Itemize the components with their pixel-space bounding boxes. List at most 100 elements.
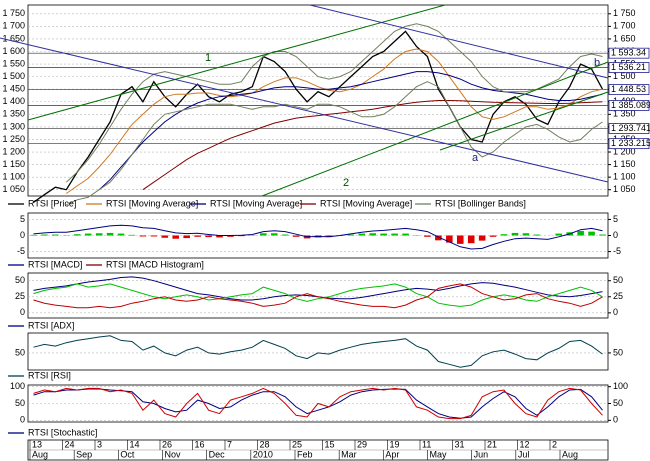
y-tick-label: 1 300: [2, 121, 25, 131]
y-tick-label: 25: [613, 291, 623, 301]
level-box: [608, 123, 650, 134]
histogram-bar: [511, 232, 519, 236]
day-label: 7: [227, 439, 232, 449]
y-tick-label: 1 200: [613, 146, 636, 156]
y-tick-label: 1 400: [2, 96, 25, 106]
series-line: [66, 48, 603, 194]
histogram-bar: [292, 235, 300, 237]
series-line: [66, 81, 603, 206]
day-label: 11: [422, 439, 431, 449]
histogram-bar: [41, 234, 48, 236]
month-label: Dec: [209, 449, 226, 459]
series-line: [33, 387, 603, 420]
histogram-bar: [424, 235, 431, 237]
day-label: 12: [520, 439, 530, 449]
histogram-bar: [194, 235, 201, 237]
day-label: 15: [325, 439, 335, 449]
level-box: [608, 84, 650, 95]
histogram-bar: [161, 235, 169, 238]
annotation: b: [594, 57, 600, 69]
histogram-bar: [216, 235, 223, 238]
y-tick-label: 1 350: [613, 109, 636, 119]
y-tick-label: 5: [613, 214, 618, 224]
y-tick-label: 0: [20, 415, 25, 425]
month-label: Aug: [562, 449, 578, 459]
histogram-bar: [588, 231, 595, 236]
trend-line: [261, 61, 609, 197]
histogram-bar: [478, 235, 486, 241]
y-tick-label: 50: [15, 275, 25, 285]
histogram-bar: [238, 235, 245, 237]
day-label: 19: [390, 439, 400, 449]
histogram-bar: [533, 234, 541, 236]
day-label: 24: [65, 439, 75, 449]
annotation: a: [472, 152, 479, 164]
series-line: [65, 23, 603, 183]
y-tick-label: 1 750: [613, 8, 636, 18]
legend-label: RTSI [RSI]: [28, 370, 71, 380]
month-label: Oct: [120, 449, 135, 459]
y-tick-label: 50: [613, 347, 623, 357]
month-label: Feb: [297, 449, 313, 459]
level-box: [608, 100, 650, 111]
month-label: 2010: [253, 449, 273, 459]
level-label: 1 536.21: [611, 62, 646, 72]
histogram-bar: [30, 234, 37, 236]
day-label: 26: [162, 439, 172, 449]
histogram-bar: [281, 234, 289, 236]
histogram-bar: [260, 233, 267, 236]
histogram-bar: [347, 234, 355, 236]
y-tick-label: 1 650: [613, 33, 636, 43]
histogram-bar: [95, 233, 103, 236]
trend-line: [439, 91, 609, 151]
y-tick-label: 0: [613, 415, 618, 425]
y-tick-label: 1 450: [2, 84, 25, 94]
series-line: [142, 100, 603, 191]
legend-label: RTSI [MACD]: [28, 259, 82, 269]
y-tick-label: 1 100: [613, 172, 636, 182]
y-tick-label: 1 250: [2, 134, 25, 144]
y-tick-label: 50: [613, 275, 623, 285]
y-tick-label: 1 750: [2, 8, 25, 18]
annotation: 2: [343, 177, 349, 189]
month-label: Sep: [76, 449, 92, 459]
y-tick-label: 0: [613, 230, 618, 240]
level-label: 1 385.089: [611, 100, 650, 110]
legend-label: RTSI [Moving Average]: [106, 198, 198, 208]
y-tick-label: 5: [20, 214, 25, 224]
y-tick-label: 1 700: [2, 21, 25, 31]
trend-line: [0, 37, 609, 183]
annotation: 1: [205, 52, 211, 64]
histogram-bar: [84, 233, 92, 236]
month-label: May: [430, 449, 448, 459]
legend-label: RTSI [Price]: [28, 198, 76, 208]
y-tick-label: 1 700: [613, 21, 636, 31]
day-label: 2: [552, 439, 557, 449]
month-label: Mar: [341, 449, 357, 459]
trend-lines: [0, 4, 609, 197]
level-label: 1 448.53: [611, 84, 646, 94]
day-label: 29: [357, 439, 367, 449]
level-label: 1 593.34: [611, 48, 646, 58]
y-tick-label: 0: [20, 230, 25, 240]
histogram-bar: [52, 234, 59, 236]
month-label: Jul: [518, 449, 530, 459]
legend-label: RTSI [MACD Histogram]: [106, 259, 204, 269]
y-tick-label: 1 050: [613, 184, 636, 194]
histogram-bar: [270, 233, 278, 236]
histogram-bar: [369, 233, 376, 236]
day-label: 31: [455, 439, 465, 449]
legend-label: RTSI [ADX]: [28, 320, 74, 330]
y-tick-label: -5: [613, 246, 621, 256]
histogram-bar: [205, 235, 212, 238]
day-label: 13: [32, 439, 42, 449]
histogram-bar: [577, 231, 584, 236]
histogram-bar: [128, 234, 136, 236]
month-label: Nov: [165, 449, 182, 459]
level-label: 1 293.741: [611, 123, 650, 133]
histogram-bar: [117, 233, 125, 236]
level-box: [608, 138, 650, 150]
y-tick-label: 1 200: [2, 146, 25, 156]
y-tick-label: 25: [15, 291, 25, 301]
